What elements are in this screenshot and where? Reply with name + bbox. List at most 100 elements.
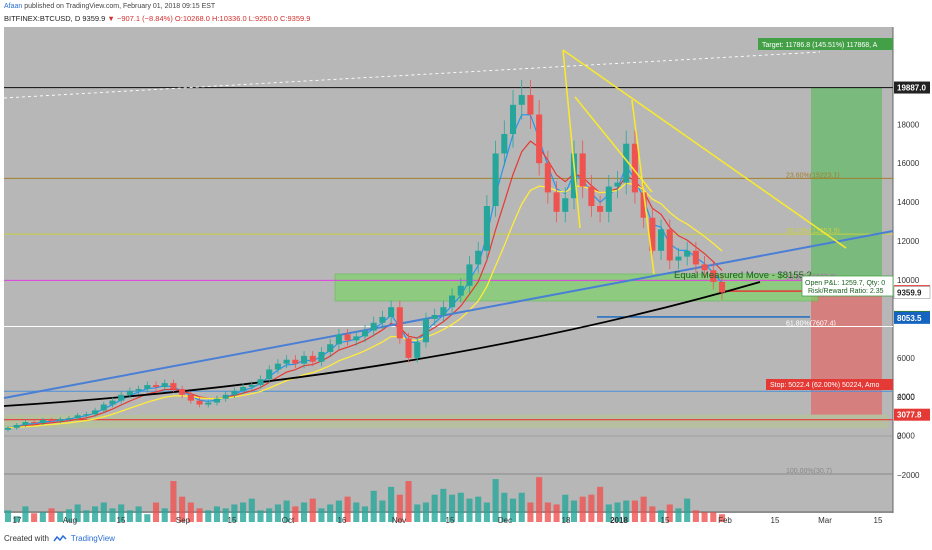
candle-body bbox=[379, 316, 386, 323]
volume-bar bbox=[396, 494, 403, 522]
fib-level-label: 38.20%(12353.9) bbox=[786, 228, 840, 235]
candle-body bbox=[623, 143, 630, 183]
volume-bar bbox=[48, 508, 55, 522]
candle-body bbox=[353, 336, 360, 341]
volume-bar bbox=[240, 502, 247, 522]
x-tick-label: 2018 bbox=[610, 516, 628, 525]
volume-bar bbox=[370, 490, 377, 522]
candle-body bbox=[22, 422, 29, 425]
candle-body bbox=[240, 387, 247, 391]
volume-bar bbox=[4, 510, 12, 522]
candle-body bbox=[640, 192, 647, 218]
candle-body bbox=[466, 264, 473, 286]
footer: Created with TradingView bbox=[4, 534, 115, 543]
candle-body bbox=[327, 344, 334, 352]
volume-bar bbox=[422, 502, 429, 522]
x-tick-label: Feb bbox=[718, 516, 732, 525]
volume-bar bbox=[440, 488, 447, 522]
price-tag bbox=[894, 81, 930, 94]
pattern-line bbox=[562, 49, 581, 229]
volume-bar bbox=[623, 500, 630, 522]
candle-body bbox=[152, 385, 160, 388]
volume-bar bbox=[501, 492, 508, 522]
candle-body bbox=[301, 355, 308, 364]
candle-body bbox=[710, 270, 717, 282]
volume-bar bbox=[31, 513, 38, 522]
volume-bar bbox=[431, 494, 438, 522]
x-tick-label: 17 bbox=[13, 516, 22, 525]
candle-body bbox=[283, 359, 290, 364]
candle-body bbox=[335, 334, 342, 345]
price-tag-label: 9359.9 bbox=[897, 288, 922, 297]
candle-body bbox=[187, 394, 194, 401]
candle-body bbox=[492, 153, 499, 207]
volume-bar bbox=[361, 506, 369, 522]
volume-bar bbox=[466, 498, 473, 522]
volume-bar bbox=[170, 481, 177, 522]
volume-tick-label: 0 bbox=[897, 432, 902, 441]
candle-body bbox=[614, 182, 621, 187]
volume-bar bbox=[414, 504, 421, 522]
volume-bar bbox=[509, 498, 517, 522]
measured-move-label: Equal Measured Move - $8155.2 bbox=[674, 270, 812, 281]
volume-bar bbox=[335, 500, 342, 522]
candle-body bbox=[570, 153, 578, 199]
y-tick-label: 18000 bbox=[897, 120, 920, 129]
volume-bar bbox=[570, 500, 578, 522]
candle-body bbox=[675, 256, 682, 261]
volume-tick-label: 2000 bbox=[897, 393, 915, 402]
candle-body bbox=[13, 424, 20, 428]
volume-bar bbox=[179, 496, 186, 522]
candle-body bbox=[100, 404, 107, 411]
x-tick-label: 15 bbox=[874, 516, 883, 525]
candle-body bbox=[483, 206, 490, 251]
volume-bar bbox=[135, 506, 142, 522]
volume-bar bbox=[640, 496, 647, 522]
candle-body bbox=[205, 402, 212, 405]
volume-bar bbox=[318, 508, 325, 522]
x-tick-label: 15 bbox=[446, 516, 455, 525]
volume-bar bbox=[213, 506, 221, 522]
volume-bar bbox=[74, 504, 81, 522]
candle-body bbox=[370, 322, 377, 331]
candle-body bbox=[527, 95, 534, 115]
stop-label: Stop: 5022.4 (62.00%) 50224, Amo bbox=[770, 382, 879, 389]
volume-bar bbox=[257, 510, 264, 522]
x-tick-label: Mar bbox=[818, 516, 832, 525]
volume-bar bbox=[457, 492, 464, 522]
candle-body bbox=[39, 420, 46, 424]
candle-body bbox=[344, 334, 351, 341]
tradingview-logo-icon bbox=[53, 534, 67, 542]
pattern-line bbox=[574, 96, 653, 193]
volume-bar bbox=[449, 494, 456, 522]
candle-body bbox=[684, 250, 691, 257]
volume-bar bbox=[405, 481, 412, 522]
price-tag bbox=[893, 286, 931, 299]
x-tick-label: Oct bbox=[282, 516, 295, 525]
candle-body bbox=[414, 342, 421, 358]
candle-body bbox=[553, 192, 560, 212]
candle-body bbox=[701, 264, 708, 271]
open-pl-label: Open P&L: 1259.7, Qty: 0 bbox=[805, 280, 885, 287]
candle-body bbox=[65, 418, 72, 420]
volume-bar bbox=[631, 500, 638, 522]
volume-bar bbox=[266, 508, 273, 522]
volume-bar bbox=[658, 510, 665, 522]
candle-body bbox=[257, 379, 264, 386]
y-tick-label: 10000 bbox=[897, 276, 920, 285]
volume-bar bbox=[13, 516, 20, 522]
candle-body bbox=[605, 186, 612, 212]
price-tag bbox=[894, 408, 930, 421]
candle-body bbox=[274, 363, 281, 370]
candle-body bbox=[266, 369, 273, 380]
volume-bar bbox=[39, 512, 46, 522]
y-tick-label: 4000 bbox=[897, 393, 915, 402]
candle-body bbox=[248, 385, 255, 388]
author-link[interactable]: Afaan bbox=[4, 3, 23, 10]
volume-bar bbox=[597, 486, 604, 522]
volume-bar bbox=[92, 506, 99, 522]
candle-body bbox=[649, 217, 656, 251]
volume-bar bbox=[22, 506, 29, 522]
candle-body bbox=[475, 250, 482, 265]
